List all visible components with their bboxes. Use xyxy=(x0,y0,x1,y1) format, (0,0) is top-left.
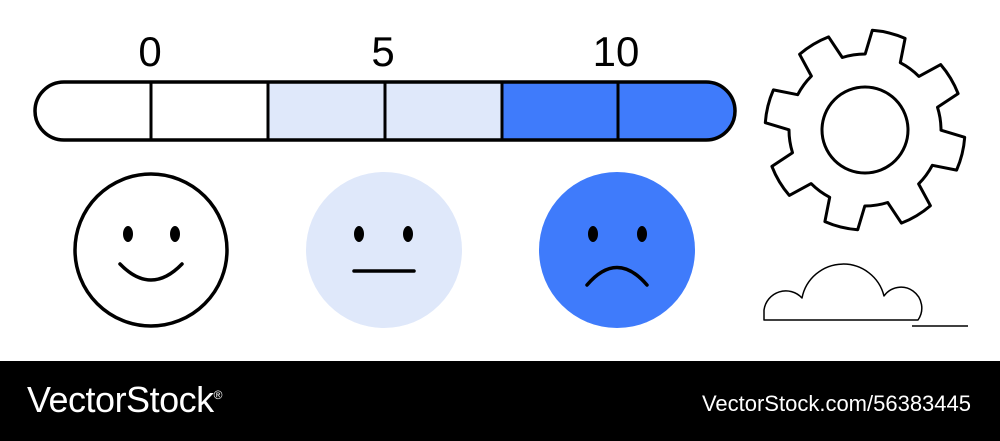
sad-face-icon xyxy=(539,172,695,328)
gear-icon xyxy=(763,28,967,232)
neutral-face-icon xyxy=(306,172,462,328)
watermark-bar: VectorStock® VectorStock.com/56383445 xyxy=(0,361,1000,441)
scale-outline xyxy=(33,80,737,142)
happy-face-icon xyxy=(73,172,229,328)
scale-label-10: 10 xyxy=(592,28,640,75)
watermark-brand: VectorStock® xyxy=(27,379,222,421)
watermark-brand-name: VectorStock xyxy=(27,379,214,420)
scale-label-0: 0 xyxy=(138,28,162,75)
illustration xyxy=(33,28,968,328)
scale-label-5: 5 xyxy=(371,28,395,75)
rating-scale-bar xyxy=(33,80,737,142)
cloud-icon xyxy=(763,263,968,327)
watermark-url: VectorStock.com/56383445 xyxy=(701,391,971,416)
watermark-trademark: ® xyxy=(213,388,223,402)
